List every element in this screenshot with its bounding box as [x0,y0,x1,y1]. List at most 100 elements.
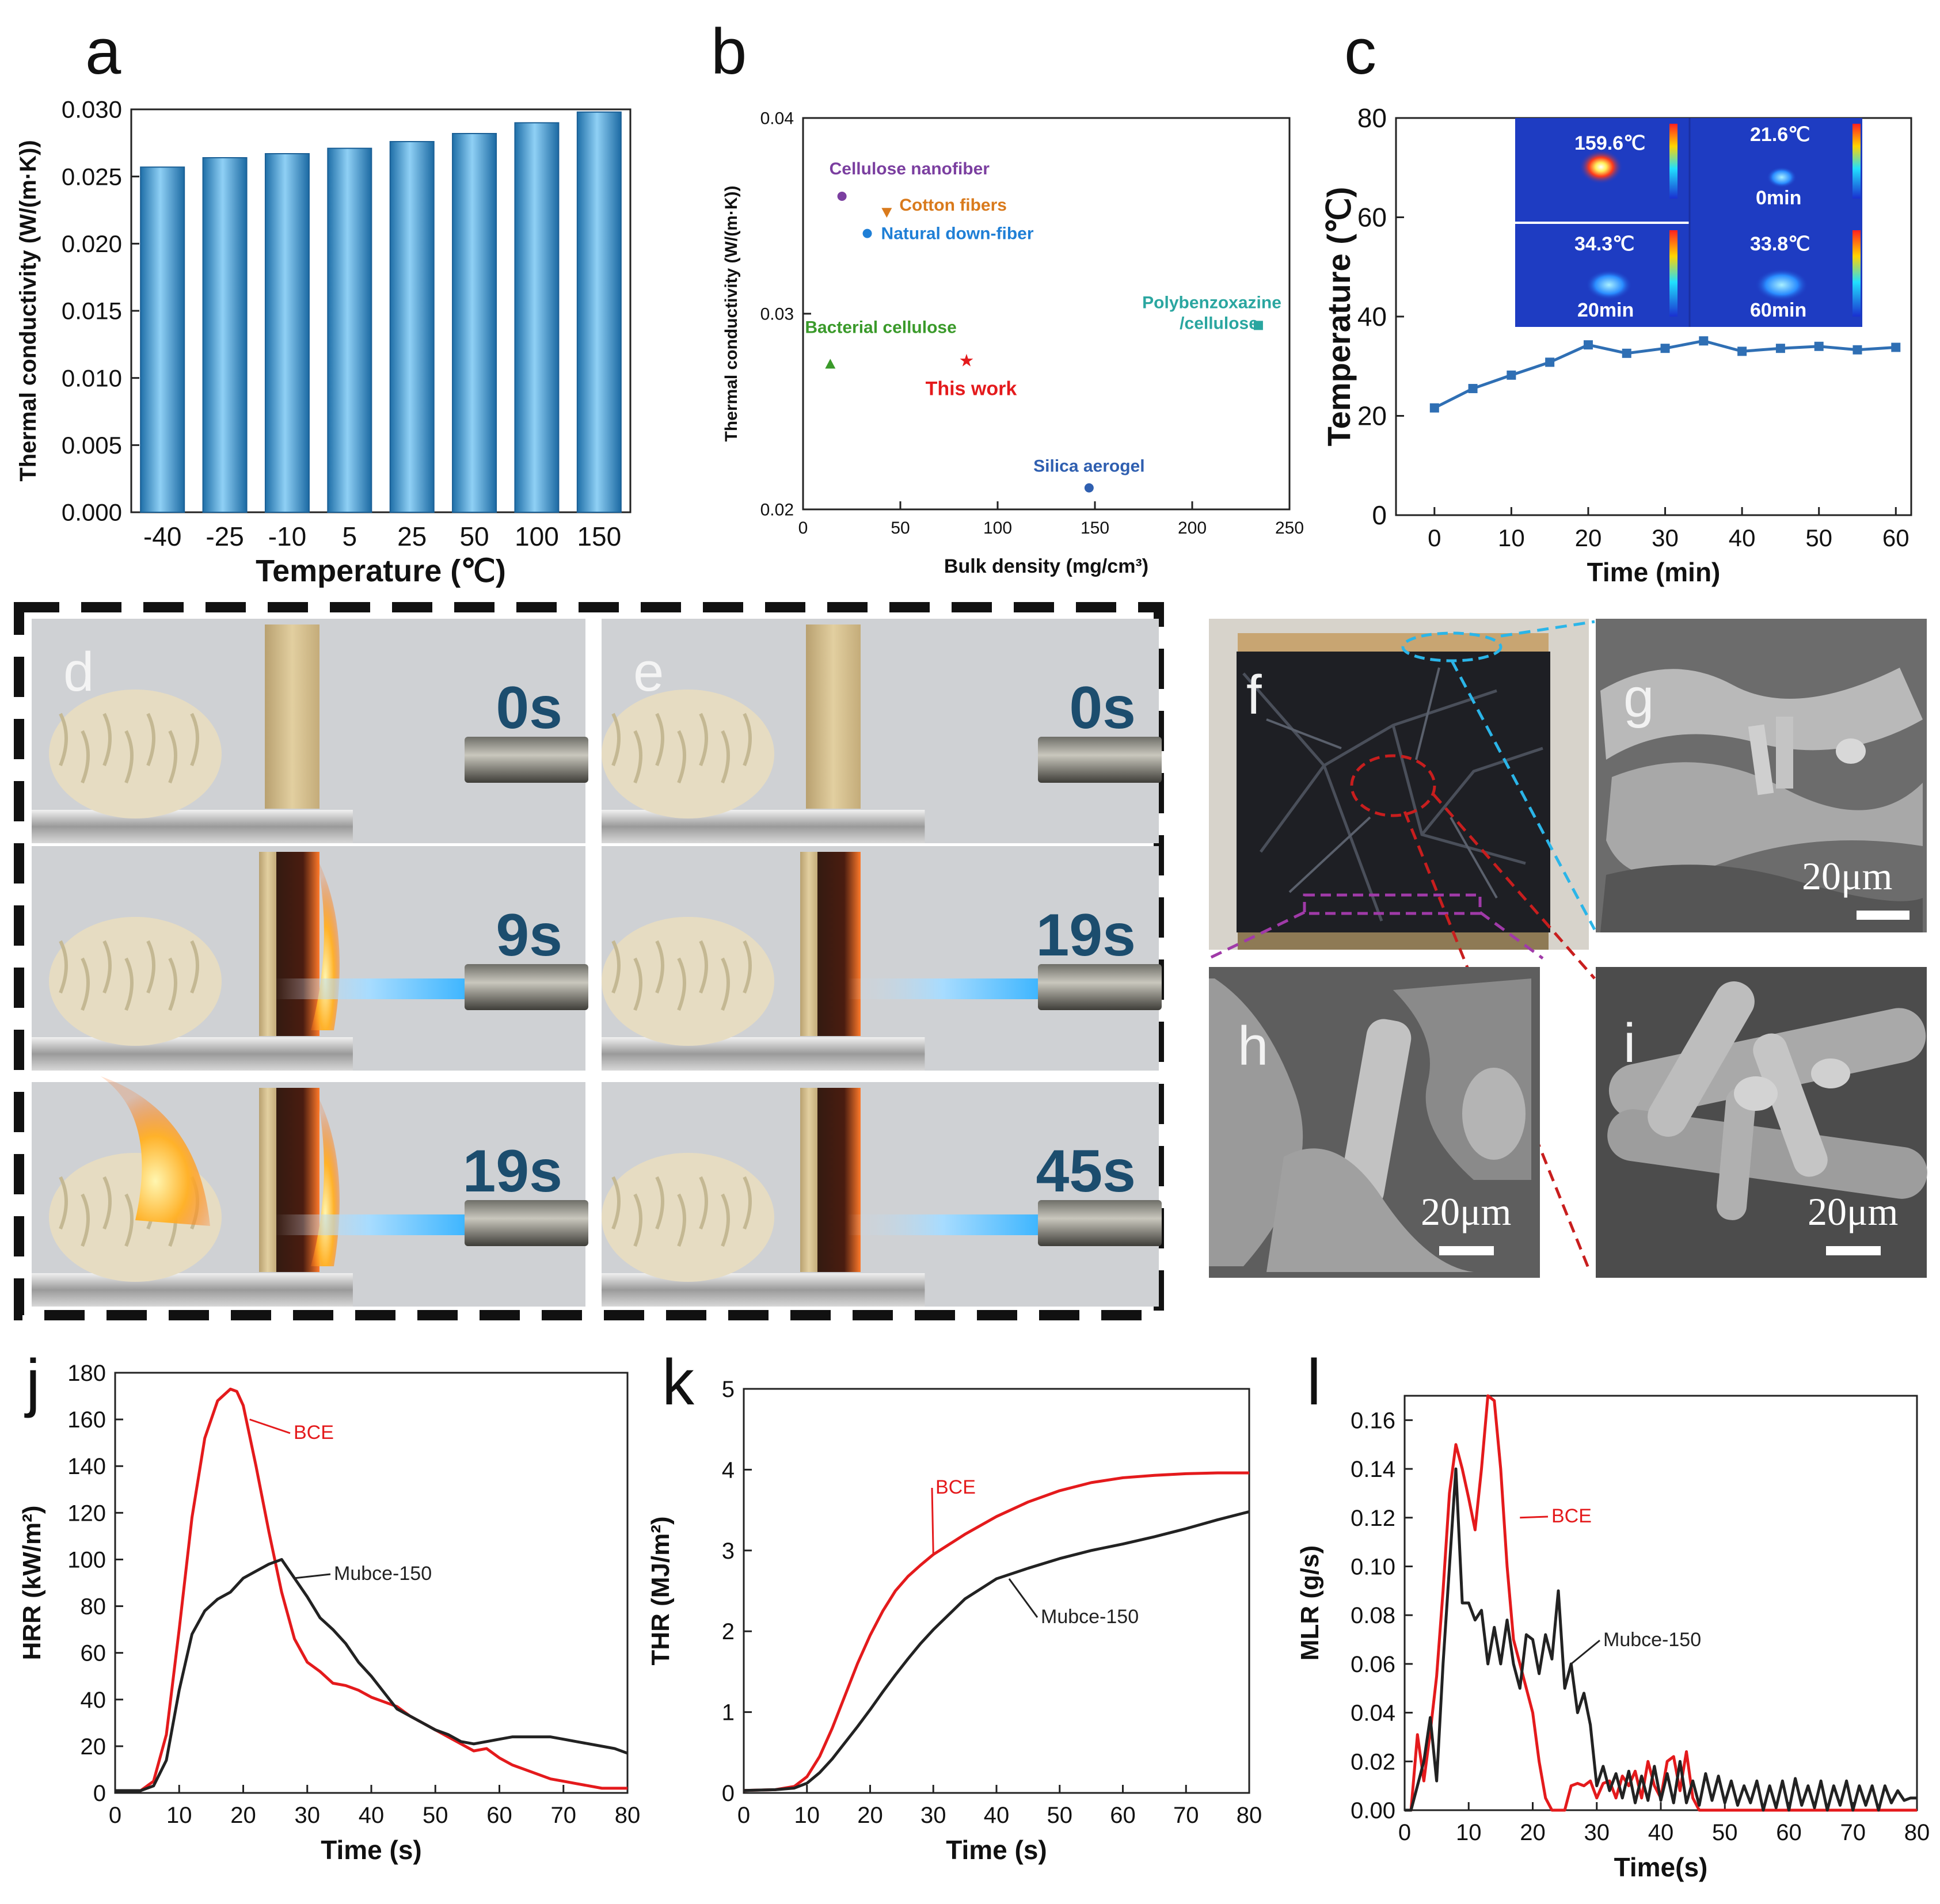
foil-base [602,810,925,843]
point-label: Silica aerogel [1033,457,1144,476]
x-category-label: -25 [206,521,244,551]
time-label: 0s [1069,675,1136,741]
x-category-label: 50 [459,521,489,551]
data-point [1699,336,1709,346]
foil-base [32,1273,353,1307]
flower-fold [721,730,730,784]
x-tick-label: 10 [794,1803,820,1828]
x-tick-label: 70 [1173,1803,1199,1828]
y-tick-label: 80 [81,1594,106,1620]
x-tick-label: 40 [359,1803,385,1828]
data-point [1429,403,1439,413]
x-tick-label: 60 [486,1803,512,1828]
y-axis-title: Thermal conductivity (W/(m·K)) [16,140,41,481]
sample-block [806,624,861,809]
flower-fold [743,713,752,767]
chart-c-temperature-vs-time: 0 20 40 60 80 0 10 20 30 40 50 60 Time (min) Temperat… [1321,103,1912,587]
series-label: BCE [294,1422,334,1444]
x-tick-label: 60 [1110,1803,1136,1828]
panel-letter: d [63,641,94,703]
x-tick-label: 80 [1237,1803,1262,1828]
chart-a-thermal-conductivity-bars: 0.000 0.005 0.010 0.015 0.020 0.025 0.030 -40 -2… [16,96,632,588]
chart-l-mlr: 0.00 0.02 0.04 0.06 0.08 0.10 0.12 0.14 0.16 0 10 2… [1296,1394,1930,1882]
x-axis-title: Time(s) [1614,1852,1708,1882]
scale-bar-i [1826,1246,1881,1255]
flower-fold [190,940,199,994]
bar [389,141,435,513]
data-point [1775,344,1785,353]
flower-fold [168,730,177,784]
x-tick-label: 30 [920,1803,946,1828]
x-tick-label: 200 [1178,519,1207,538]
point-label: Cotton fibers [899,196,1007,215]
flower-fold [81,730,90,784]
x-tick-label: 150 [1081,519,1109,538]
panel-letters: a b c j k l [24,16,1376,1418]
sem-panel-i: i 20μm [1596,967,1927,1278]
data-point [1737,346,1747,356]
highlight-center [1350,754,1436,817]
flower-fold [655,940,664,994]
x-tick-label: 60 [1776,1820,1802,1845]
thermal-temp-3: 34.3℃ [1574,233,1634,255]
y-tick-label: 0.06 [1351,1652,1395,1677]
y-tick-label: 100 [67,1547,106,1572]
chart-j-hrr: 0 20 40 60 80 100 120 140 160 180 0 10 20 30 40 50 60 70 8… [18,1361,640,1865]
flower-fold [124,957,134,1011]
data-point [1468,384,1478,394]
flower-fold [677,957,686,1011]
y-tick-label: 160 [67,1407,106,1433]
bar [514,122,560,513]
label-arrow [1570,1639,1600,1665]
scatter-point: ★ [958,352,974,371]
panel-letter-i: i [1623,1012,1635,1074]
data-point [1814,341,1824,351]
y-axis-title: Temperature (℃) [1321,187,1357,447]
flower-fold [168,957,177,1011]
label-arrow [1520,1515,1549,1519]
torch-nozzle [465,964,588,1010]
y-axis-title: Thermal conductivity (W/(m·K)) [722,185,741,441]
scale-label-h: 20μm [1421,1190,1511,1233]
highlight-bottom [1303,893,1482,915]
y-tick-label: 40 [1357,302,1387,332]
series-line [1405,1467,1917,1812]
flower-sample [49,690,222,818]
x-tick-label: 70 [551,1803,577,1828]
x-tick-label: 0 [109,1803,121,1828]
x-tick-label: 50 [1805,524,1832,551]
y-tick-label: 0.02 [760,501,794,520]
flower-fold [102,713,112,767]
flower-fold [743,940,752,994]
label-arrow [931,1487,934,1555]
x-tick-label: 20 [230,1803,256,1828]
x-tick-label: 40 [1648,1820,1674,1845]
torch-flame [848,978,1038,999]
y-tick-label: 0.010 [62,364,122,391]
y-tick-label: 0.005 [62,432,122,459]
torch-nozzle [465,737,588,783]
series-line [743,1510,1250,1792]
point-label: /cellulose [1180,314,1258,333]
series-label: BCE [1551,1505,1592,1527]
panel-letter-j: j [24,1346,40,1418]
y-tick-label: 0.015 [62,298,122,325]
series-label: Mubce-150 [334,1563,432,1585]
data-point [1660,344,1670,353]
flower-fold [190,713,199,767]
time-label: 19s [462,1138,562,1205]
torch-flame [275,1214,465,1235]
x-category-label: -40 [143,521,181,551]
scale-bar-g [1857,911,1909,920]
y-tick-label: 1 [722,1700,735,1726]
x-tick-label: 40 [984,1803,1010,1828]
flower-fold [721,957,730,1011]
torch-flame [848,1214,1038,1235]
series-label: BCE [935,1476,976,1498]
thermal-temp-1: 159.6℃ [1574,132,1645,154]
chart-b-conductivity-vs-density: 0.02 0.03 0.04 0 50 100 150 200 250 Cellulose nan… [722,109,1304,578]
time-label: 45s [1036,1138,1136,1205]
flower-fold [699,713,708,767]
point-label: Polybenzoxazine [1142,293,1281,312]
